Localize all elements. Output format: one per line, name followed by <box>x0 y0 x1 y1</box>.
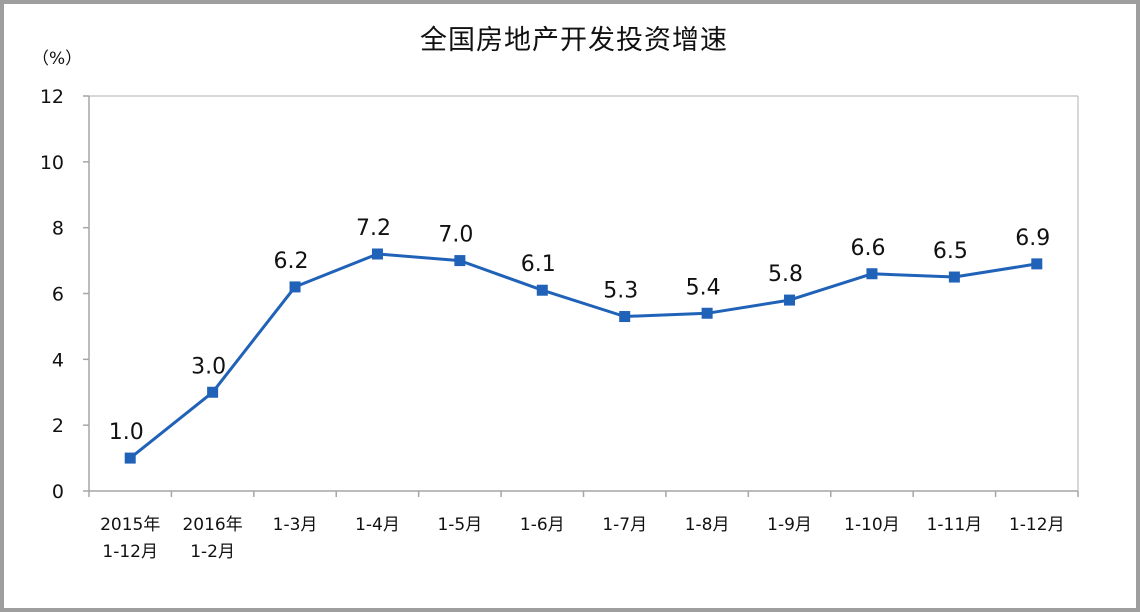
data-point-marker <box>784 294 796 306</box>
data-value-label: 6.5 <box>933 239 968 264</box>
data-point-marker <box>124 452 136 464</box>
x-category-label: 1-3月 <box>273 515 318 535</box>
data-point-marker <box>454 255 466 267</box>
data-value-label: 1.0 <box>109 420 144 445</box>
series-line <box>129 252 1038 460</box>
data-point-marker <box>619 311 631 323</box>
data-point-marker <box>289 281 301 293</box>
x-category-label: 1-6月 <box>520 515 565 535</box>
data-value-label: 3.0 <box>191 354 226 379</box>
x-category-label: 1-7月 <box>602 515 647 535</box>
data-value-label: 6.9 <box>1015 226 1050 251</box>
data-point-marker <box>701 307 713 319</box>
y-axis-unit-label: （%） <box>32 49 82 69</box>
y-tick-label: 6 <box>52 284 64 306</box>
data-value-label: 6.2 <box>274 249 309 274</box>
y-tick-label: 10 <box>40 152 64 174</box>
data-point-marker <box>866 268 878 280</box>
data-value-label: 5.8 <box>768 262 803 287</box>
y-tick-label: 8 <box>52 218 64 240</box>
data-value-label: 6.1 <box>521 252 556 277</box>
data-point-marker <box>207 386 219 398</box>
x-category-label: 1-8月 <box>685 515 730 535</box>
x-category-label: 1-11月 <box>927 515 983 535</box>
data-value-label: 7.2 <box>356 216 391 241</box>
x-category-label: 1-9月 <box>767 515 812 535</box>
data-value-label: 5.4 <box>686 275 721 300</box>
chart-title: 全国房地产开发投资增速 <box>420 25 728 56</box>
data-value-label: 6.6 <box>850 236 885 261</box>
x-category-label: 2015年 1-12月 <box>100 515 160 562</box>
x-category-label: 1-5月 <box>437 515 482 535</box>
data-point-marker <box>536 284 548 296</box>
y-tick-label: 0 <box>52 481 64 503</box>
plot-area: 0 2 4 6 8 10 12 2015年 1-12月 2016年 1-2月 1-3月 1-4月 1-5月… <box>40 86 1079 562</box>
data-point-marker <box>371 248 383 260</box>
data-value-label: 7.0 <box>438 223 473 248</box>
y-tick-label: 2 <box>52 415 64 437</box>
y-tick-label: 12 <box>40 86 64 108</box>
x-category-label: 1-12月 <box>1009 515 1065 535</box>
data-point-marker <box>1031 258 1043 270</box>
data-point-marker <box>948 271 960 283</box>
y-tick-label: 4 <box>52 349 64 371</box>
data-value-label: 5.3 <box>603 279 638 304</box>
x-category-label: 1-4月 <box>355 515 400 535</box>
x-category-label: 1-10月 <box>844 515 900 535</box>
x-category-label: 2016年 1-2月 <box>182 515 242 562</box>
